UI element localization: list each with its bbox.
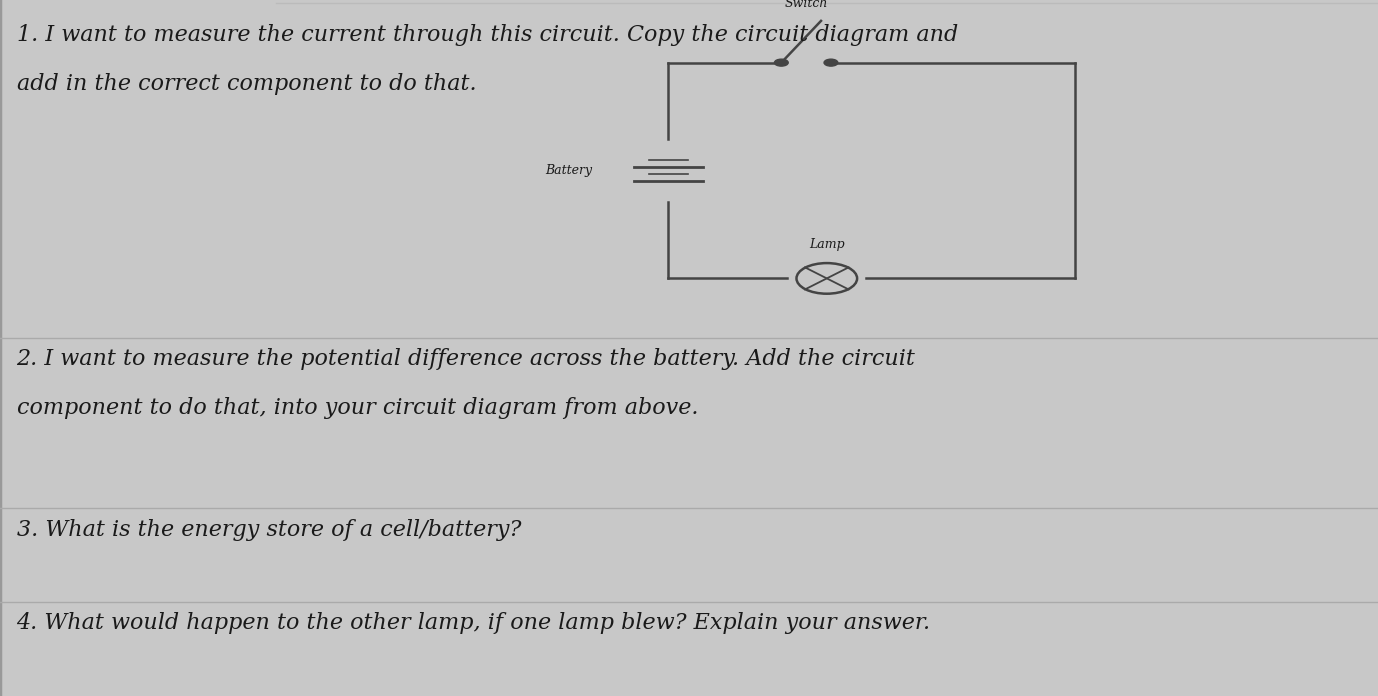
Circle shape (774, 59, 788, 66)
Text: Switch: Switch (784, 0, 828, 10)
Text: add in the correct component to do that.: add in the correct component to do that. (17, 73, 477, 95)
Text: Battery: Battery (546, 164, 593, 177)
Text: Lamp: Lamp (809, 237, 845, 251)
Text: component to do that, into your circuit diagram from above.: component to do that, into your circuit … (17, 397, 699, 419)
Circle shape (824, 59, 838, 66)
Text: 1. I want to measure the current through this circuit. Copy the circuit diagram : 1. I want to measure the current through… (17, 24, 958, 47)
Text: 3. What is the energy store of a cell/battery?: 3. What is the energy store of a cell/ba… (17, 519, 521, 541)
Text: 2. I want to measure the potential difference across the battery. Add the circui: 2. I want to measure the potential diffe… (17, 348, 915, 370)
Text: 4. What would happen to the other lamp, if one lamp blew? Explain your answer.: 4. What would happen to the other lamp, … (17, 612, 930, 635)
